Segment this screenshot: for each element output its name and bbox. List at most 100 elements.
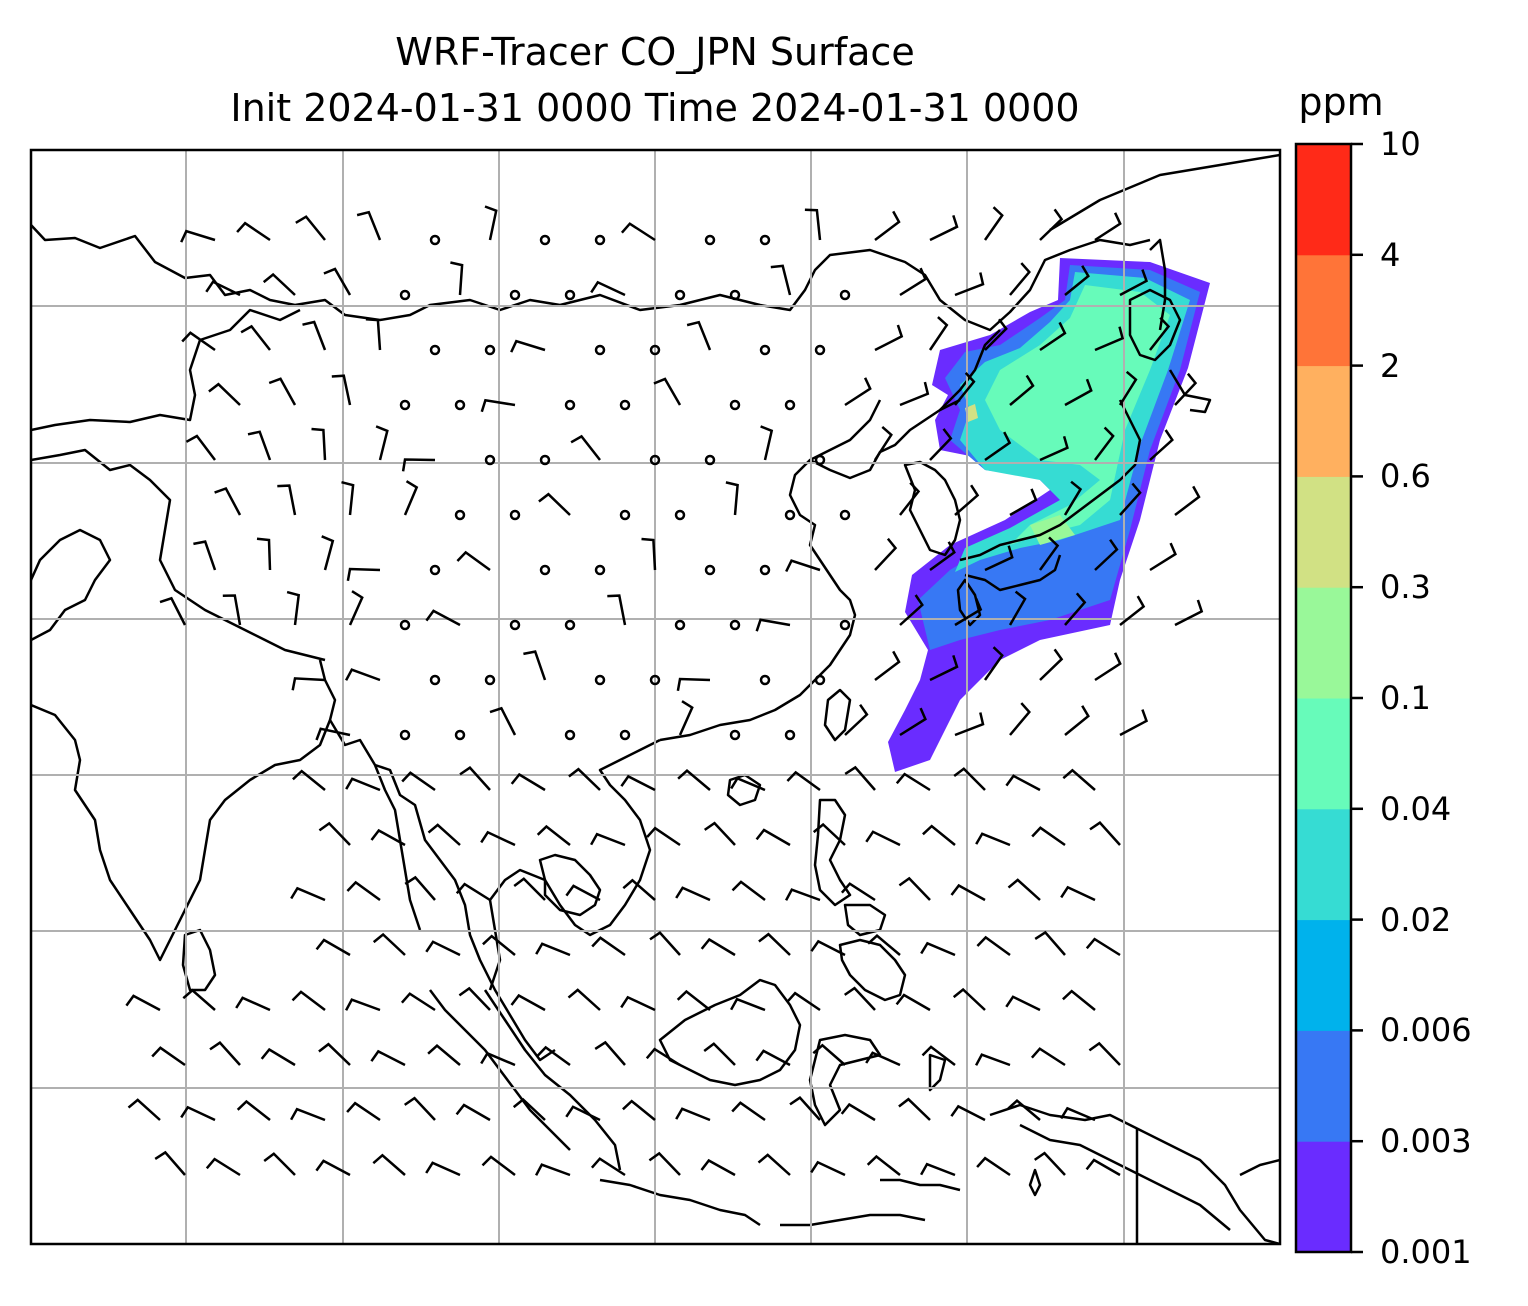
wind-barb-125	[222, 594, 242, 626]
wind-barb-220	[425, 940, 461, 957]
coastline-pacific-island	[1028, 1168, 1042, 1197]
wind-calm-75	[484, 454, 496, 466]
colorbar-label-5: 0.1	[1380, 679, 1431, 717]
map-title-line-1: WRF-Tracer CO_JPN Surface	[395, 30, 915, 74]
wind-calm-20	[399, 289, 411, 301]
colorbar-label-4: 0.04	[1380, 789, 1452, 828]
coastline-sri-lanka	[181, 928, 217, 992]
wind-barb-240	[510, 993, 546, 1012]
wind-barb-29	[899, 267, 927, 297]
wind-barb-124	[159, 596, 187, 626]
wind-barb-18	[262, 272, 296, 296]
wind-barb-73	[375, 425, 389, 461]
wind-barb-181	[730, 776, 766, 792]
wind-barb-129	[425, 609, 461, 627]
wind-barb-103	[1063, 480, 1083, 516]
colorbar-segment-0	[1296, 1141, 1351, 1253]
wind-barb-262	[755, 1049, 791, 1067]
wind-barb-32	[1064, 265, 1090, 296]
wind-barb-205	[404, 875, 436, 901]
coastline-caspian	[31, 448, 326, 662]
wind-calm-95	[619, 509, 631, 521]
wind-barb-259	[594, 1040, 626, 1066]
wind-barb-222	[535, 942, 571, 957]
wind-barb-175	[401, 771, 436, 792]
colorbar-label-1: 0.003	[1380, 1122, 1472, 1161]
map-frame	[29, 148, 1282, 1246]
wind-barb-140	[1064, 592, 1087, 626]
wind-barb-27	[770, 264, 792, 296]
wind-calm-61	[729, 399, 741, 411]
wind-barb-33	[1119, 269, 1149, 297]
wind-barb-296	[648, 1151, 681, 1176]
wind-barb-142	[1174, 599, 1204, 627]
wind-barb-201	[1031, 826, 1066, 847]
wind-barb-52	[208, 382, 241, 406]
coastline-manchuria	[939, 329, 1001, 411]
wind-barb-277	[565, 1105, 601, 1122]
wind-barb-89	[277, 484, 297, 516]
wind-barb-51	[1149, 316, 1171, 351]
wind-barb-202	[1089, 821, 1121, 846]
wind-barb-180	[677, 769, 711, 791]
wind-calm-166	[784, 729, 796, 741]
wind-barb-237	[344, 998, 381, 1012]
wind-barb-105	[1174, 485, 1201, 516]
wind-calm-96	[674, 509, 686, 521]
wind-barb-154	[929, 655, 959, 682]
wind-barb-8	[620, 222, 656, 242]
wind-barb-215	[950, 883, 986, 902]
coastline-timor	[780, 1213, 926, 1227]
coastline-siberia	[31, 224, 1151, 332]
wind-calm-99	[839, 509, 851, 521]
wind-calm-165	[729, 729, 741, 741]
wind-barb-204	[346, 880, 381, 902]
wind-calm-62	[784, 399, 796, 411]
wind-barb-208	[565, 884, 601, 902]
wind-barb-276	[512, 1097, 546, 1121]
wind-barb-197	[812, 822, 846, 846]
wind-calm-44	[759, 344, 771, 356]
wind-barb-211	[731, 880, 766, 901]
wind-barb-185	[953, 767, 986, 791]
wind-barb-120	[984, 545, 1014, 572]
wind-barb-288	[205, 1157, 241, 1177]
wind-barb-94	[538, 492, 571, 516]
wind-barb-69	[1174, 372, 1198, 406]
wind-barb-66	[1009, 374, 1035, 406]
coastline-japan-honshu	[959, 399, 1142, 562]
wind-barb-192	[536, 824, 571, 846]
wind-barb-213	[840, 882, 876, 902]
wind-barb-70	[185, 434, 216, 461]
wind-barb-289	[263, 1152, 296, 1176]
wind-barb-291	[372, 1153, 406, 1176]
wind-barb-108	[321, 535, 335, 571]
wind-barb-212	[784, 888, 821, 902]
wind-barb-272	[290, 1107, 326, 1122]
wind-calm-38	[429, 344, 441, 356]
colorbar	[1296, 144, 1351, 1253]
wind-barb-16	[1094, 212, 1122, 242]
wind-barb-302	[976, 1156, 1011, 1177]
wind-calm-39	[484, 344, 496, 356]
wind-barb-132	[607, 594, 627, 626]
wind-barb-17	[205, 280, 241, 297]
colorbar-label-2: 0.006	[1380, 1011, 1472, 1050]
wind-barb-158	[315, 727, 351, 741]
wind-calm-152	[814, 674, 826, 686]
wind-barb-287	[154, 1150, 186, 1176]
wind-barb-30	[954, 272, 985, 297]
wind-barb-280	[731, 1101, 766, 1122]
wind-barb-178	[568, 767, 601, 791]
wind-barb-267	[1030, 1047, 1066, 1067]
wind-calm-110	[429, 564, 441, 576]
colorbar-ticks	[1351, 142, 1363, 1254]
wind-barb-155	[983, 646, 1004, 681]
plume-yellow-core	[965, 404, 978, 422]
wind-barb-264	[865, 1051, 901, 1067]
wind-calm-130	[509, 619, 521, 631]
wind-barb-269	[127, 1098, 161, 1121]
wind-barb-109	[346, 567, 381, 582]
wind-barb-241	[567, 988, 601, 1011]
